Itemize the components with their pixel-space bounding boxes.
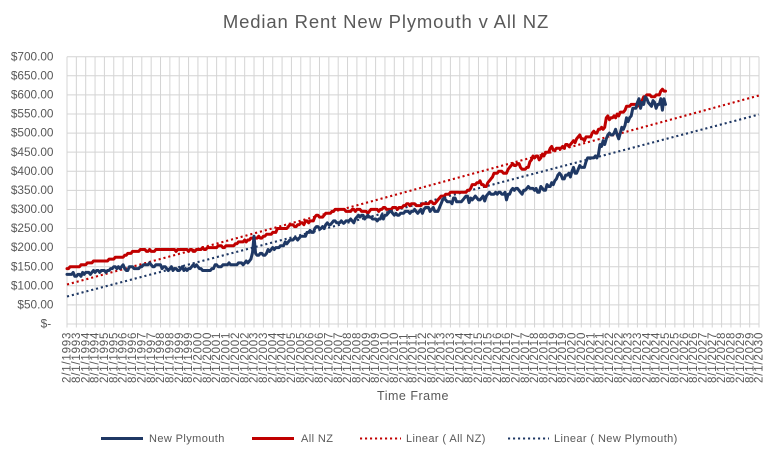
svg-text:2/1/2023: 2/1/2023: [623, 332, 635, 383]
svg-text:2/1/2000: 2/1/2000: [193, 332, 205, 383]
svg-text:2/1/1997: 2/1/1997: [136, 332, 148, 383]
svg-text:$600.00: $600.00: [11, 88, 54, 102]
svg-text:2/1/2020: 2/1/2020: [567, 332, 579, 383]
svg-text:$450.00: $450.00: [11, 145, 54, 159]
svg-text:2/1/2021: 2/1/2021: [585, 332, 597, 383]
svg-text:8/1/2012: 8/1/2012: [426, 332, 438, 383]
svg-text:8/1/2011: 8/1/2011: [408, 333, 420, 383]
svg-text:2/1/1998: 2/1/1998: [155, 332, 167, 383]
svg-text:$300.00: $300.00: [11, 202, 54, 216]
svg-text:2/1/1999: 2/1/1999: [174, 332, 186, 383]
svg-text:2/1/1994: 2/1/1994: [80, 332, 92, 383]
svg-text:8/1/2018: 8/1/2018: [539, 332, 551, 383]
svg-text:2/1/2007: 2/1/2007: [323, 332, 335, 383]
svg-text:2/1/2002: 2/1/2002: [230, 332, 242, 383]
svg-text:2/1/2014: 2/1/2014: [454, 332, 466, 383]
svg-text:8/1/2010: 8/1/2010: [389, 332, 401, 383]
svg-text:8/1/1995: 8/1/1995: [108, 332, 120, 383]
svg-text:2/1/2011: 2/1/2011: [398, 333, 410, 383]
svg-text:Linear ( All NZ): Linear ( All NZ): [406, 433, 486, 445]
svg-text:2/1/2005: 2/1/2005: [286, 332, 298, 383]
svg-text:2/1/2024: 2/1/2024: [641, 332, 653, 383]
svg-text:2/1/2028: 2/1/2028: [716, 332, 728, 383]
svg-text:8/1/1993: 8/1/1993: [71, 332, 83, 383]
svg-text:2/1/2027: 2/1/2027: [697, 332, 709, 383]
svg-text:2/1/2017: 2/1/2017: [510, 332, 522, 383]
svg-text:8/1/2016: 8/1/2016: [501, 332, 513, 383]
svg-text:8/1/2005: 8/1/2005: [295, 332, 307, 383]
svg-text:$550.00: $550.00: [11, 107, 54, 121]
svg-text:2/1/2030: 2/1/2030: [754, 332, 766, 383]
svg-text:8/1/2004: 8/1/2004: [277, 332, 289, 383]
svg-text:New Plymouth: New Plymouth: [149, 433, 225, 445]
svg-text:8/1/2006: 8/1/2006: [314, 332, 326, 383]
svg-text:2/1/2022: 2/1/2022: [604, 332, 616, 383]
svg-text:2/1/2019: 2/1/2019: [548, 332, 560, 383]
svg-text:8/1/2028: 8/1/2028: [726, 332, 738, 383]
svg-text:$500.00: $500.00: [11, 126, 54, 140]
svg-text:8/1/2015: 8/1/2015: [482, 332, 494, 383]
svg-text:8/1/1996: 8/1/1996: [127, 332, 139, 383]
svg-text:Linear ( New Plymouth): Linear ( New Plymouth): [554, 433, 678, 445]
svg-text:$150.00: $150.00: [11, 259, 54, 273]
svg-text:8/1/2003: 8/1/2003: [258, 332, 270, 383]
svg-text:2/1/2016: 2/1/2016: [492, 332, 504, 383]
svg-text:2/1/2013: 2/1/2013: [436, 332, 448, 383]
svg-text:8/1/2013: 8/1/2013: [445, 332, 457, 383]
svg-text:$200.00: $200.00: [11, 240, 54, 254]
svg-text:2/1/2026: 2/1/2026: [679, 332, 691, 383]
svg-text:2/1/2003: 2/1/2003: [249, 332, 261, 383]
svg-text:2/1/2025: 2/1/2025: [660, 332, 672, 383]
svg-text:8/1/2026: 8/1/2026: [688, 332, 700, 383]
svg-text:2/1/2001: 2/1/2001: [211, 332, 223, 383]
svg-text:$350.00: $350.00: [11, 183, 54, 197]
svg-text:2/1/2008: 2/1/2008: [342, 332, 354, 383]
svg-text:All NZ: All NZ: [301, 433, 333, 445]
svg-text:8/1/2019: 8/1/2019: [557, 332, 569, 383]
svg-text:8/1/2025: 8/1/2025: [669, 332, 681, 383]
svg-text:2/1/2012: 2/1/2012: [417, 332, 429, 383]
svg-text:$400.00: $400.00: [11, 164, 54, 178]
svg-text:8/1/1998: 8/1/1998: [164, 332, 176, 383]
svg-text:2/1/1995: 2/1/1995: [99, 332, 111, 383]
svg-text:8/1/2029: 8/1/2029: [744, 332, 756, 383]
svg-text:2/1/1993: 2/1/1993: [62, 332, 74, 383]
svg-text:2/1/1996: 2/1/1996: [118, 332, 130, 383]
svg-text:2/1/2010: 2/1/2010: [380, 332, 392, 383]
svg-text:$700.00: $700.00: [11, 49, 54, 63]
svg-text:2/1/2029: 2/1/2029: [735, 332, 747, 383]
svg-text:$650.00: $650.00: [11, 68, 54, 82]
svg-text:2/1/2018: 2/1/2018: [529, 332, 541, 383]
svg-text:8/1/2023: 8/1/2023: [632, 332, 644, 383]
svg-text:8/1/2001: 8/1/2001: [221, 332, 233, 383]
svg-text:8/1/1997: 8/1/1997: [146, 332, 158, 383]
svg-text:Median Rent New Plymouth v All: Median Rent New Plymouth v All NZ: [223, 11, 549, 32]
svg-text:$100.00: $100.00: [11, 278, 54, 292]
svg-text:8/1/2020: 8/1/2020: [576, 332, 588, 383]
svg-text:8/1/1999: 8/1/1999: [183, 332, 195, 383]
svg-text:8/1/2008: 8/1/2008: [351, 332, 363, 383]
svg-text:Time Frame: Time Frame: [377, 389, 449, 403]
svg-text:$-: $-: [41, 317, 54, 331]
svg-text:8/1/2021: 8/1/2021: [595, 332, 607, 383]
svg-text:$50.00: $50.00: [17, 298, 54, 312]
svg-text:8/1/2000: 8/1/2000: [202, 332, 214, 383]
svg-text:2/1/2009: 2/1/2009: [361, 332, 373, 383]
svg-text:8/1/2014: 8/1/2014: [464, 332, 476, 383]
svg-text:8/1/2002: 8/1/2002: [239, 332, 251, 383]
svg-text:2/1/2015: 2/1/2015: [473, 332, 485, 383]
svg-text:8/1/1994: 8/1/1994: [90, 332, 102, 383]
svg-text:$250.00: $250.00: [11, 221, 54, 235]
svg-text:8/1/2007: 8/1/2007: [333, 332, 345, 383]
svg-text:8/1/2017: 8/1/2017: [520, 332, 532, 383]
svg-text:8/1/2009: 8/1/2009: [370, 332, 382, 383]
svg-text:8/1/2027: 8/1/2027: [707, 332, 719, 383]
svg-text:8/1/2024: 8/1/2024: [651, 332, 663, 383]
svg-text:8/1/2022: 8/1/2022: [613, 332, 625, 383]
svg-text:2/1/2006: 2/1/2006: [305, 332, 317, 383]
svg-text:2/1/2004: 2/1/2004: [267, 332, 279, 383]
